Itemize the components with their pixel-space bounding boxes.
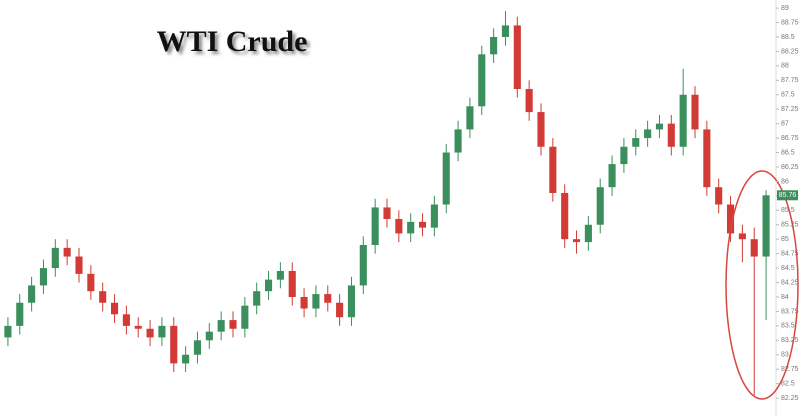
last-price-tag [777,190,798,201]
y-tick-label: 89 [781,5,789,12]
candle-body [454,129,462,153]
candle-body [442,152,450,205]
candle-body [347,285,356,318]
candle-body [110,302,119,315]
candle-body [561,192,569,240]
candle-body [300,296,308,309]
candle-body [703,129,711,188]
y-tick-label: 85 [781,236,789,243]
y-tick-label: 85.5 [781,207,795,214]
candle-body [407,221,415,234]
candle-body [146,328,154,338]
candle-body [16,302,24,326]
candle-body [572,239,581,243]
candle-body [51,247,59,269]
y-tick-label: 86.25 [781,164,799,171]
y-tick-label: 85.25 [781,222,799,229]
candle-body [632,138,640,147]
candle-body [762,195,770,257]
y-tick-label: 83.5 [781,323,795,330]
y-tick-label: 84.25 [781,279,799,286]
candle-body [750,239,758,257]
candle-body [466,106,474,130]
candle-body [63,247,71,257]
candle-body [158,325,166,338]
y-tick-label: 88.5 [781,34,795,41]
candle-body [596,187,604,225]
candle-body [312,294,320,309]
candle-body [490,36,498,55]
y-tick-label: 87.25 [781,106,799,113]
y-tick-label: 83.25 [781,337,799,344]
candle-body [170,325,178,364]
candle-body [276,270,284,280]
y-tick-label: 82.25 [781,395,799,402]
candle-body [134,325,142,329]
candle-body [679,94,687,147]
y-tick-label: 87.5 [781,92,795,99]
y-tick-label: 87 [781,120,789,127]
candle-body [738,233,746,240]
candle-body [655,123,664,130]
candle-body [537,112,545,147]
candle-body [371,207,379,245]
candle-body [336,302,344,318]
y-tick-label: 86.5 [781,149,795,156]
candle-body [39,268,48,286]
candle-body [620,146,628,165]
candle-body [75,256,83,274]
candle-body [253,291,261,306]
y-tick-label: 82.5 [781,380,795,387]
candle-body [182,354,190,364]
candle-body [667,123,675,147]
y-tick-label: 84.5 [781,265,795,272]
candle-body [430,204,438,228]
candle-body [501,25,510,37]
candle-body [324,294,332,303]
candle-body [288,270,296,297]
candle-body [205,331,213,341]
candle-body [644,129,652,139]
y-tick-label: 83 [781,352,789,359]
candle-body [241,305,249,329]
y-tick-label: 83.75 [781,308,799,315]
candle-body [715,187,723,205]
candle-body [726,204,735,234]
candle-body [99,291,107,303]
candle-body [584,224,592,243]
candle-body [549,146,557,193]
y-tick-label: 86 [781,178,789,185]
candle-body [193,340,202,355]
highlight-ellipse [725,170,799,400]
candle-body [217,320,225,332]
y-tick-label: 87.75 [781,77,799,84]
chart-title: WTI Crude [157,25,308,58]
candle-body [395,218,403,234]
last-price-label: 85.76 [779,192,797,199]
plot-area [4,10,770,396]
candle-body [513,25,521,89]
y-tick-label: 84 [781,294,789,301]
candle-body [122,314,130,326]
candle-body [478,54,486,107]
candle-body [28,285,36,303]
candle-body [229,320,237,329]
candle-body [691,94,699,130]
candle-body [264,279,273,292]
y-tick-label: 82.75 [781,366,799,373]
y-tick-label: 88 [781,63,789,70]
candle-body [383,207,391,219]
candle-body [359,244,367,286]
y-tick-label: 88.25 [781,48,799,55]
candle-body [4,325,12,338]
y-tick-label: 88.75 [781,19,799,26]
candle-body [525,88,533,113]
y-tick-label: 86.75 [781,135,799,142]
candle-body [418,221,427,228]
candle-body [87,273,95,292]
y-tick-label: 84.75 [781,250,799,257]
candle-body [608,164,616,188]
